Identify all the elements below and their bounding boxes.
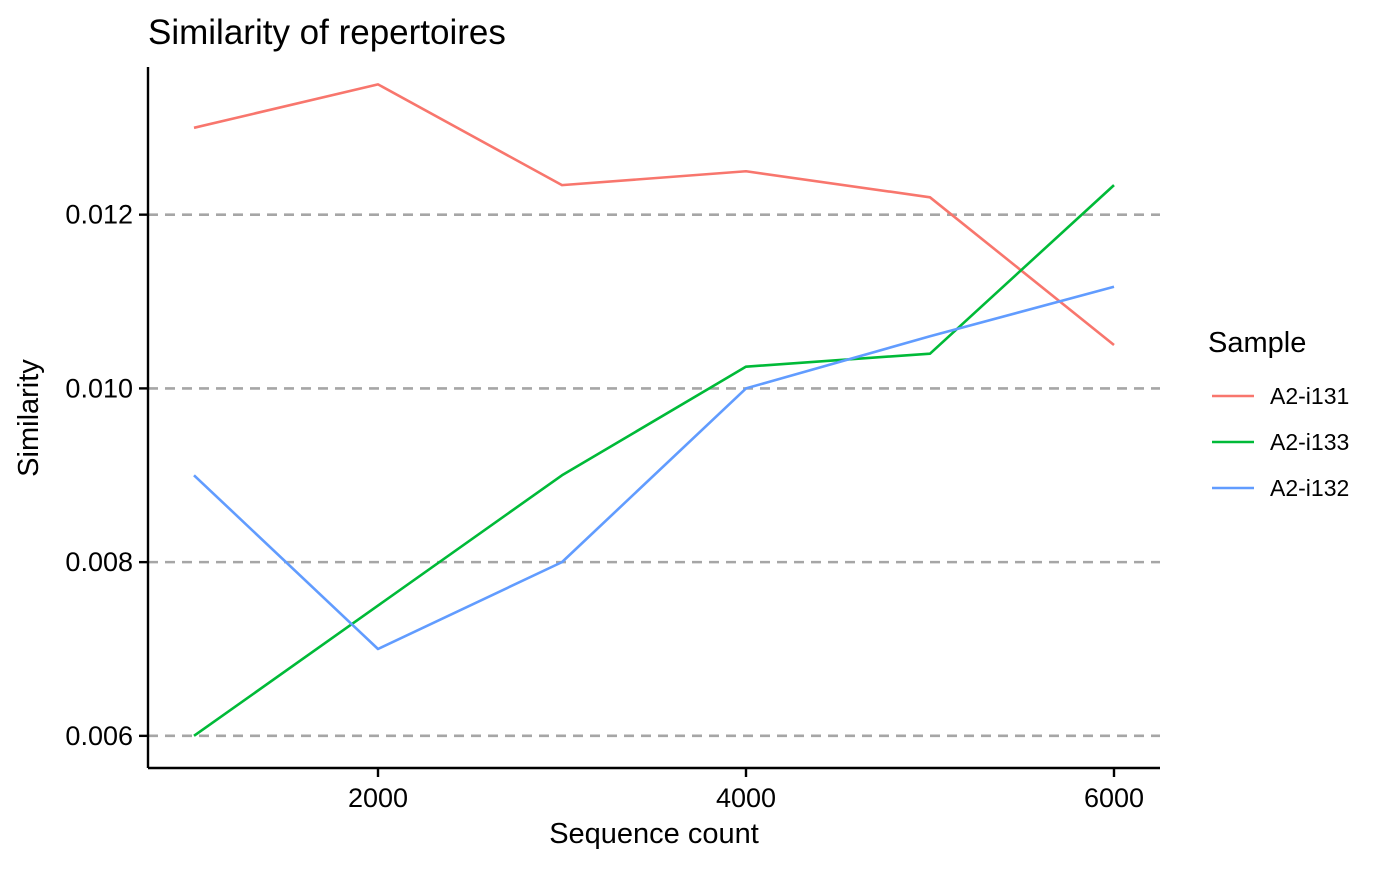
legend-label: A2-i132 <box>1270 475 1349 501</box>
x-tick-label: 6000 <box>1084 783 1144 813</box>
y-tick-label: 0.012 <box>65 200 133 230</box>
series-line-a2-i132 <box>193 285 1115 651</box>
x-tick-label: 2000 <box>348 783 408 813</box>
legend-title: Sample <box>1208 327 1306 359</box>
series-line-a2-i131 <box>193 83 1115 346</box>
x-tick-label: 4000 <box>716 783 776 813</box>
y-tick-label: 0.010 <box>65 373 133 403</box>
legend-items: A2-i131 A2-i133 A2-i132 <box>1212 383 1349 501</box>
series-line-a2-i133 <box>193 184 1115 737</box>
x-axis-title: Sequence count <box>549 818 759 850</box>
series-lines <box>193 83 1115 737</box>
x-axis-ticks: 2000 4000 6000 <box>348 768 1144 813</box>
y-axis-ticks: 0.006 0.008 0.010 0.012 <box>65 200 148 751</box>
legend: Sample A2-i131 A2-i133 A2-i132 <box>1208 327 1349 501</box>
chart-title: Similarity of repertoires <box>148 13 506 52</box>
y-tick-label: 0.006 <box>65 721 133 751</box>
legend-label: A2-i133 <box>1270 429 1349 455</box>
y-axis-title: Similarity <box>13 359 45 477</box>
legend-label: A2-i131 <box>1270 383 1349 409</box>
y-tick-label: 0.008 <box>65 547 133 577</box>
